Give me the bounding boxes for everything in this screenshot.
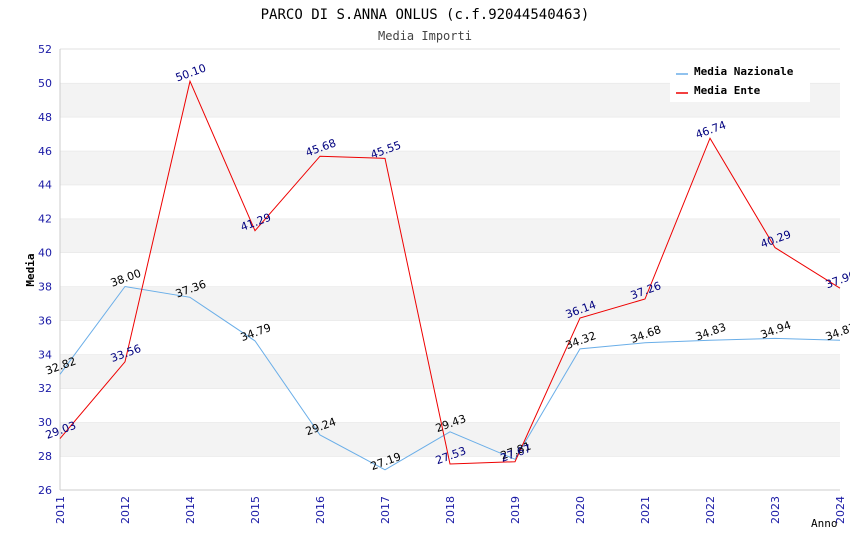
y-tick-label: 48 — [38, 111, 52, 124]
y-tick-label: 50 — [38, 77, 52, 90]
grid-band — [60, 184, 840, 219]
y-tick-label: 46 — [38, 145, 52, 158]
x-tick-label: 2024 — [834, 496, 847, 524]
y-tick-label: 30 — [38, 416, 52, 429]
grid-band — [60, 354, 840, 389]
y-tick-label: 44 — [38, 179, 52, 192]
y-axis-label: Media — [24, 253, 37, 286]
y-tick-label: 28 — [38, 450, 52, 463]
legend: Media Nazionale Media Ente — [670, 60, 810, 102]
y-tick-label: 34 — [38, 348, 52, 361]
y-tick-label: 40 — [38, 247, 52, 260]
x-tick-label: 2021 — [639, 496, 652, 524]
legend-box — [670, 60, 810, 102]
grid-band — [60, 286, 840, 321]
grid-band — [60, 150, 840, 185]
x-tick-label: 2014 — [184, 496, 197, 524]
series-line-media-nazionale — [59, 285, 841, 471]
grid-band — [60, 116, 840, 151]
chart-title: PARCO DI S.ANNA ONLUS (c.f.92044540463) — [261, 7, 590, 23]
y-tick-label: 42 — [38, 213, 52, 226]
x-tick-label: 2020 — [574, 496, 587, 524]
y-tick-label: 26 — [38, 484, 52, 497]
y-tick-label: 52 — [38, 43, 52, 56]
grid-band — [60, 320, 840, 355]
grid-band — [60, 388, 840, 423]
x-tick-label: 2023 — [769, 496, 782, 524]
x-tick-label: 2015 — [249, 496, 262, 524]
legend-label-media-ente: Media Ente — [694, 84, 761, 97]
legend-label-media-nazionale: Media Nazionale — [694, 65, 794, 78]
x-tick-label: 2012 — [119, 496, 132, 524]
x-tick-label: 2011 — [54, 496, 67, 524]
x-axis-label: Anno — [811, 517, 838, 530]
grid-band — [60, 252, 840, 287]
chart-subtitle: Media Importi — [378, 29, 472, 43]
grid-band — [60, 218, 840, 253]
x-tick-label: 2022 — [704, 496, 717, 524]
y-axis-ticks: 26 28 30 32 34 36 38 40 42 44 46 48 50 52 — [38, 43, 52, 497]
series-line-media-ente — [59, 79, 841, 465]
x-tick-label: 2016 — [314, 496, 327, 524]
grid-band — [60, 422, 840, 457]
x-axis-ticks: 2011 2012 2014 2015 2016 2017 2018 2019 2020 2021… — [54, 496, 847, 524]
y-tick-label: 36 — [38, 314, 52, 327]
y-tick-label: 32 — [38, 382, 52, 395]
x-tick-label: 2019 — [509, 496, 522, 524]
y-tick-label: 38 — [38, 280, 52, 293]
x-tick-label: 2018 — [444, 496, 457, 524]
x-tick-label: 2017 — [379, 496, 392, 524]
series-layer — [59, 79, 841, 471]
